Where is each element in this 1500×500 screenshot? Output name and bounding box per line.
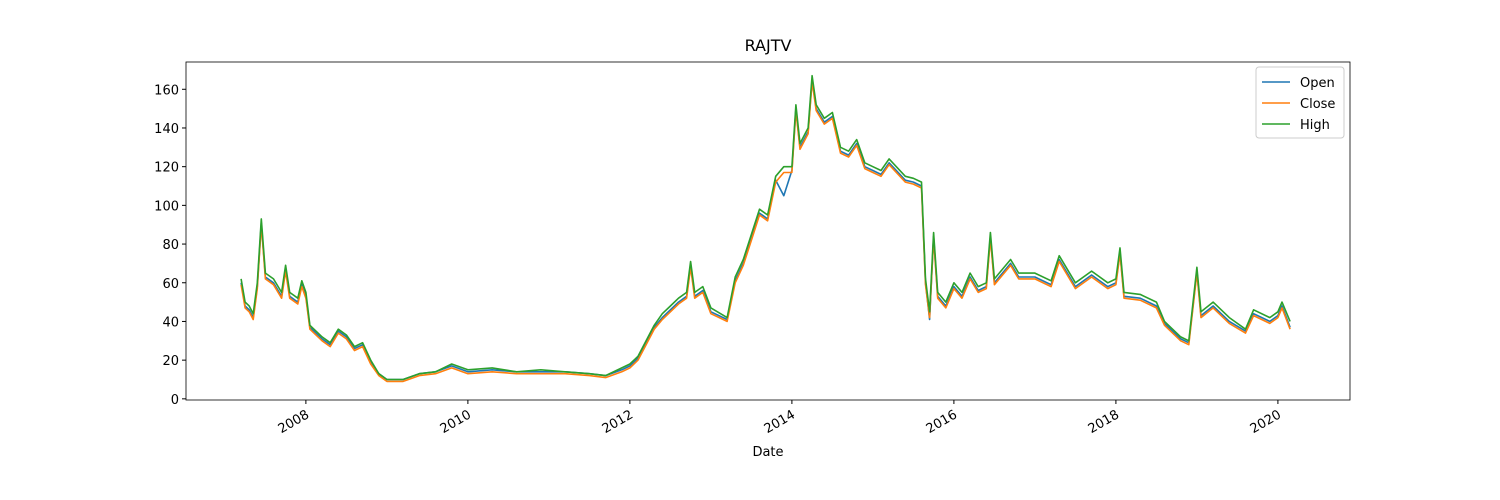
x-tick-label: 2008: [276, 407, 312, 437]
series-line: [240, 74, 1291, 381]
y-tick-label: 140: [154, 122, 179, 137]
x-tick-label: 2014: [762, 407, 798, 437]
y-tick-label: 160: [154, 83, 179, 98]
x-axis-label: Date: [752, 445, 783, 460]
x-tick-label: 2016: [924, 407, 960, 437]
y-tick-label: 40: [162, 315, 179, 330]
legend-label: High: [1300, 118, 1330, 133]
y-tick-label: 80: [162, 238, 179, 253]
plot-frame: [185, 61, 1351, 401]
x-tick-label: 2020: [1248, 407, 1284, 437]
x-tick-label: 2012: [600, 407, 636, 437]
y-tick-label: 60: [162, 277, 179, 292]
legend-box: [1255, 66, 1345, 139]
x-tick-label: 2018: [1086, 407, 1122, 437]
series-line: [240, 80, 1291, 383]
series-line: [240, 78, 1291, 381]
legend-label: Close: [1300, 97, 1335, 112]
legend-label: Open: [1300, 76, 1335, 91]
y-tick-label: 0: [171, 393, 179, 408]
chart-title: RAJTV: [745, 36, 792, 55]
x-tick-label: 2010: [438, 407, 474, 437]
y-tick-label: 20: [162, 354, 179, 369]
y-tick-label: 120: [154, 161, 179, 176]
y-tick-label: 100: [154, 199, 179, 214]
